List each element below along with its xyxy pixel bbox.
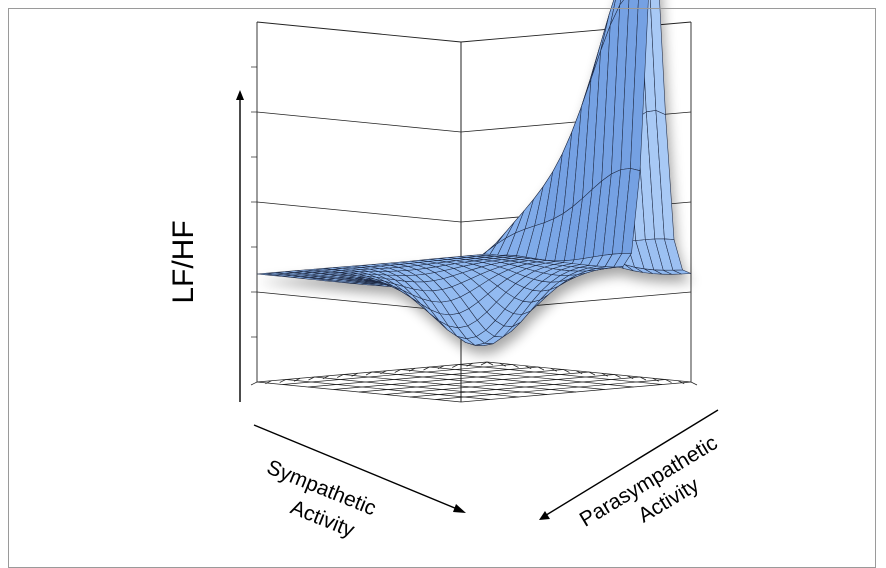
x-axis-arrow: [253, 424, 463, 512]
floor-tick-front-13: [525, 365, 532, 370]
z-axis-label: LF/HF: [167, 220, 200, 303]
floor-tick-front-2: [665, 379, 672, 383]
floor-tick-front-15: [499, 362, 506, 367]
floor-tick-front-14: [512, 364, 519, 368]
floor-tick-front-7: [601, 372, 608, 377]
floor-tick-left-2: [279, 379, 286, 383]
floor-tick-front-8: [588, 371, 596, 376]
axis-arrows: [236, 90, 719, 520]
surface-mesh: [256, 0, 692, 346]
floor-tick-left-13: [437, 365, 445, 370]
floor-tick-left-14: [452, 364, 459, 368]
floor-gridline-v-4: [371, 371, 577, 393]
floor-tick-left-9: [380, 370, 387, 375]
floor-gridline-u-5: [333, 369, 564, 390]
floor-gridline-u-7: [282, 364, 513, 385]
floor-tick-left-11: [408, 367, 416, 372]
z-axis-arrowhead: [236, 90, 244, 100]
floor-tick-left-3: [293, 377, 301, 382]
floor-tick-left-12: [423, 366, 430, 371]
wall-left-top: [256, 21, 462, 43]
floor-tick-front-16: [486, 361, 494, 366]
wall-left-gridline-2: [256, 111, 462, 133]
floor-tick-left-1: [265, 380, 272, 385]
x-axis-arrowhead: [453, 504, 466, 513]
floor-tick-front-11: [550, 367, 557, 372]
floor-tick-front-1: [678, 380, 685, 385]
floor-tick-front-12: [537, 366, 545, 371]
floor-tick-front-0: [690, 381, 698, 386]
floor-tick-left-6: [337, 374, 344, 378]
surface-cell-23-23: [477, 253, 496, 256]
floor-tick-left-5: [322, 375, 330, 380]
floor-tick-left-16: [480, 361, 488, 366]
y-axis-arrow: [542, 409, 719, 518]
floor-gridline-u-6: [307, 366, 539, 388]
floor-tick-left-0: [250, 381, 258, 386]
surface-cell-3-23: [650, 0, 666, 115]
floor-gridline-v-5: [400, 369, 605, 390]
y-axis-arrowhead: [539, 511, 550, 520]
floor-tick-left-10: [394, 369, 401, 373]
floor-gridline-v-6: [429, 366, 634, 388]
floor-grid: [250, 361, 698, 403]
floor-tick-left-4: [308, 376, 315, 381]
floor-tick-front-5: [627, 375, 634, 380]
wall-left-gridline-1: [256, 201, 462, 223]
floor-tick-left-7: [351, 372, 358, 377]
floor-tick-front-4: [639, 376, 647, 381]
floor-tick-front-3: [652, 377, 659, 382]
floor-tick-front-9: [576, 370, 583, 375]
floor-tick-front-6: [614, 374, 621, 378]
floor-gridline-v-7: [458, 364, 663, 385]
floor-tick-left-15: [466, 362, 473, 367]
floor-tick-front-10: [563, 369, 570, 373]
floor-tick-left-8: [365, 371, 373, 376]
